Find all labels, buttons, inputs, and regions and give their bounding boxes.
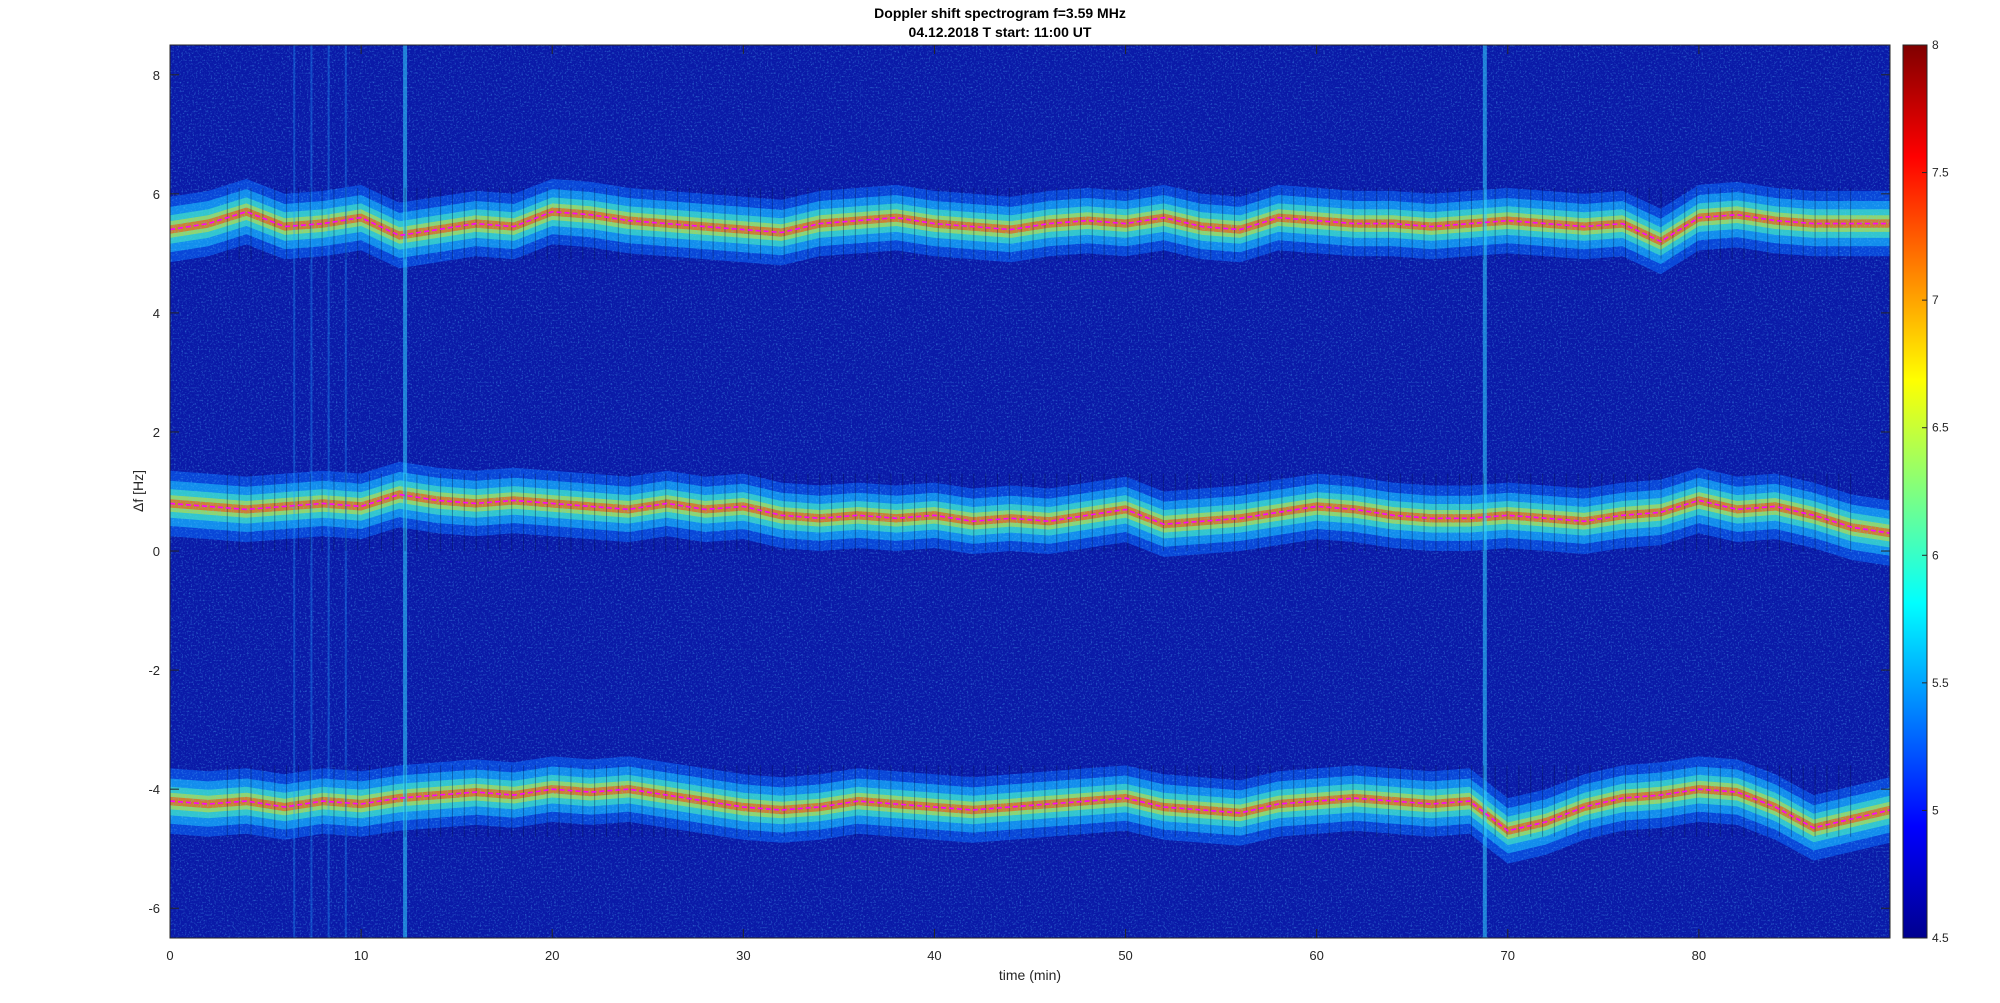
x-tick-label: 20 xyxy=(545,948,559,963)
x-tick-label: 50 xyxy=(1118,948,1132,963)
interference-line xyxy=(310,45,313,938)
interference-lines xyxy=(226,45,1852,938)
chart-title: Doppler shift spectrogram f=3.59 MHz xyxy=(874,5,1126,21)
x-tick-label: 60 xyxy=(1309,948,1323,963)
x-axis-label: time (min) xyxy=(999,967,1061,983)
interference-line xyxy=(344,45,347,938)
x-tick-label: 80 xyxy=(1692,948,1706,963)
x-tick-label: 30 xyxy=(736,948,750,963)
colorbar-ticks: 4.5 5 5.5 6 6.5 7 7.5 8 xyxy=(1922,38,1949,945)
interference-line xyxy=(1482,45,1487,938)
plot-area xyxy=(169,44,1891,939)
y-tick-label: 6 xyxy=(153,187,160,202)
x-tick-label: 70 xyxy=(1501,948,1515,963)
y-axis: -6 -4 -2 0 2 4 6 8 xyxy=(148,68,1890,916)
x-tick-label: 10 xyxy=(354,948,368,963)
y-tick-label: -2 xyxy=(148,663,160,678)
y-tick-label: 4 xyxy=(153,306,160,321)
y-tick-label: 0 xyxy=(153,544,160,559)
trend-lines xyxy=(170,210,1890,832)
interference-line xyxy=(293,45,296,938)
colorbar-tick-label: 5 xyxy=(1932,803,1939,817)
colorbar-tick-label: 5.5 xyxy=(1932,676,1949,690)
y-tick-label: -6 xyxy=(148,901,160,916)
x-tick-label: 40 xyxy=(927,948,941,963)
colorbar-tick-label: 4.5 xyxy=(1932,931,1949,945)
colorbar: 4.5 5 5.5 6 6.5 7 7.5 8 xyxy=(1902,38,1949,945)
colorbar-tick-label: 6 xyxy=(1932,548,1939,562)
colorbar-gradient xyxy=(1902,44,1928,939)
y-tick-label: 2 xyxy=(153,425,160,440)
chart-subtitle: 04.12.2018 T start: 11:00 UT xyxy=(908,24,1092,40)
colorbar-tick-label: 7 xyxy=(1932,293,1939,307)
interference-line xyxy=(327,45,330,938)
colorbar-tick-label: 8 xyxy=(1932,38,1939,52)
interference-line xyxy=(403,45,408,938)
trend-line xyxy=(170,493,1890,534)
colorbar-tick-label: 7.5 xyxy=(1932,166,1949,180)
x-axis: 0 10 20 30 40 50 60 70 80 xyxy=(166,45,1706,963)
x-tick-label: 0 xyxy=(166,948,173,963)
trend-line xyxy=(170,210,1890,243)
colorbar-tick-label: 6.5 xyxy=(1932,421,1949,435)
noise-speckle xyxy=(170,45,1890,938)
trend-line xyxy=(170,788,1890,832)
y-tick-label: -4 xyxy=(148,782,160,797)
y-axis-label: Δf [Hz] xyxy=(130,470,146,512)
y-tick-label: 8 xyxy=(153,68,160,83)
plot-frame xyxy=(169,44,1891,939)
